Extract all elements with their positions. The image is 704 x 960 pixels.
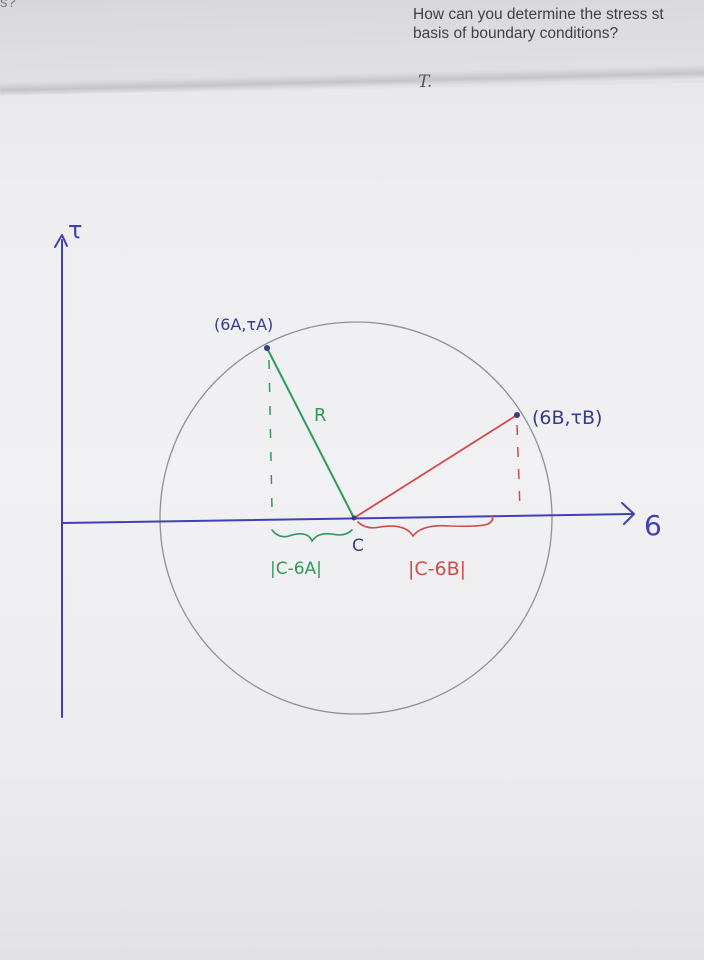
printed-question: How can you determine the stress st basi… [413,5,664,43]
projection-dash-a [268,359,273,511]
sigma-axis-arrowhead [621,502,635,525]
radius-line-b [353,414,518,519]
point-b-dot [514,412,520,418]
printed-tau-mark: T. [418,72,433,92]
point-a-dot [264,345,270,351]
radius-label: R [314,405,327,426]
mohr-circle [159,321,553,715]
center-label: C [352,536,364,556]
brace-b [357,515,494,538]
sigma-axis-label: 6 [644,509,662,542]
printed-question-line-2: basis of boundary conditions? [413,25,619,42]
brace-a [271,529,353,543]
printed-corner-fragment: s? [0,0,16,11]
point-a-label: (6A,τA) [214,315,273,334]
center-dot [351,515,357,521]
tau-axis-label: τ [68,216,82,244]
projection-dash-b [516,424,521,511]
radius-line-a [266,347,355,519]
point-b-label: (6B,τB) [532,407,602,429]
dist-b-label: |C-6B| [408,558,466,580]
dist-a-label: |C-6A| [270,559,322,579]
printed-question-line-1: How can you determine the stress st [413,6,664,23]
sigma-axis [61,513,633,524]
tau-axis-arrowhead [54,234,68,248]
